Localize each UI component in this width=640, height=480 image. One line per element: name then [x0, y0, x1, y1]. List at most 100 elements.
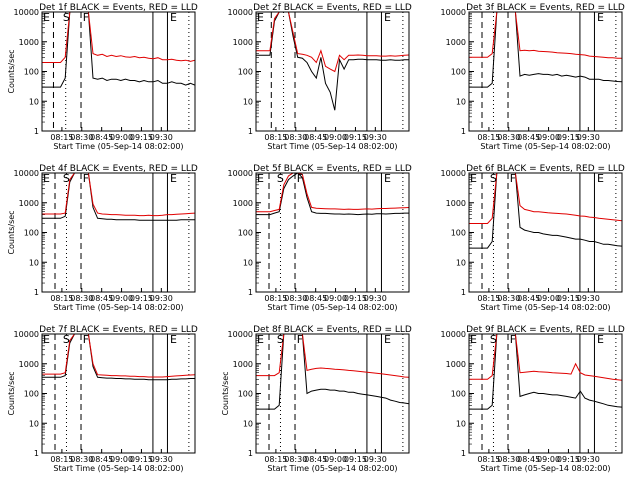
- y-tick-label: 1000: [233, 360, 253, 369]
- y-tick-label: 1: [248, 288, 253, 297]
- events-series-line: [42, 12, 195, 88]
- phase-marker-label: E: [384, 333, 391, 346]
- y-tick-label: 100: [451, 229, 466, 238]
- phase-marker-label: E: [597, 172, 604, 185]
- phase-marker-label: S: [277, 172, 284, 185]
- x-tick-label: 08:15: [477, 133, 500, 142]
- x-tick-label: 08:15: [50, 133, 73, 142]
- lld-series-line: [469, 334, 622, 381]
- x-tick-label: 09:00: [110, 455, 133, 464]
- phase-marker-label: E: [43, 333, 50, 346]
- x-axis-label: Start Time (05-Sep-14 08:02:00): [480, 464, 610, 473]
- x-tick-label: 09:30: [150, 133, 173, 142]
- x-tick-label: 09:15: [557, 133, 580, 142]
- x-axis-label: Start Time (05-Sep-14 08:02:00): [267, 303, 397, 312]
- y-tick-label: 1: [34, 288, 39, 297]
- x-tick-label: 08:30: [284, 133, 307, 142]
- x-tick-label: 08:15: [50, 294, 73, 303]
- y-tick-label: 10000: [441, 169, 466, 178]
- x-axis-label: Start Time (05-Sep-14 08:02:00): [267, 464, 397, 473]
- phase-marker-label: E: [43, 172, 50, 185]
- x-tick-label: 09:30: [577, 455, 600, 464]
- x-tick-label: 08:45: [517, 455, 540, 464]
- plot-frame: [468, 333, 623, 454]
- x-tick-label: 08:45: [90, 133, 113, 142]
- y-tick-label: 100: [451, 390, 466, 399]
- phase-marker-label: E: [384, 172, 391, 185]
- y-tick-label: 10000: [14, 8, 39, 17]
- y-tick-label: 10000: [228, 169, 253, 178]
- x-tick-label: 09:15: [557, 455, 580, 464]
- x-tick-label: 09:15: [130, 455, 153, 464]
- chart-panel: Det 1f BLACK = Events, RED = LLD 1 10 100 10…: [7, 3, 198, 151]
- phase-marker-label: E: [170, 333, 177, 346]
- x-tick-label: 09:30: [364, 455, 387, 464]
- plot-frame: [41, 333, 196, 454]
- x-tick-label: 08:45: [90, 455, 113, 464]
- y-tick-label: 1000: [233, 38, 253, 47]
- x-axis-label: Start Time (05-Sep-14 08:02:00): [53, 464, 183, 473]
- x-tick-label: 08:45: [90, 294, 113, 303]
- chart-title: Det 8f BLACK = Events, RED = LLD: [253, 325, 412, 335]
- x-tick-label: 08:30: [70, 294, 93, 303]
- y-tick-label: 100: [451, 68, 466, 77]
- events-series-line: [256, 334, 409, 410]
- chart-panel: Det 5f BLACK = Events, RED = LLD 1 10 100 10…: [228, 164, 412, 312]
- x-tick-label: 08:15: [264, 294, 287, 303]
- x-tick-label: 09:00: [537, 455, 560, 464]
- y-tick-label: 100: [24, 68, 39, 77]
- chart-title: Det 1f BLACK = Events, RED = LLD: [39, 3, 198, 13]
- x-tick-label: 09:30: [577, 294, 600, 303]
- x-tick-label: 08:15: [264, 133, 287, 142]
- plot-frame: [41, 11, 196, 132]
- chart-title: Det 4f BLACK = Events, RED = LLD: [39, 164, 198, 174]
- y-tick-label: 1: [34, 127, 39, 136]
- y-tick-label: 1: [461, 288, 466, 297]
- y-tick-label: 10: [456, 419, 466, 428]
- phase-marker-label: E: [470, 172, 477, 185]
- y-tick-label: 1000: [446, 360, 466, 369]
- phase-marker-label: F: [510, 172, 516, 185]
- chart-title: Det 6f BLACK = Events, RED = LLD: [466, 164, 625, 174]
- phase-marker-label: E: [170, 11, 177, 24]
- lld-series-line: [256, 334, 409, 378]
- phase-marker-label: F: [83, 333, 89, 346]
- phase-marker-label: S: [490, 333, 497, 346]
- x-tick-label: 09:00: [110, 133, 133, 142]
- chart-panel: Det 9f BLACK = Events, RED = LLD 1 10 100 10…: [441, 325, 625, 473]
- y-tick-label: 1: [461, 127, 466, 136]
- x-tick-label: 08:30: [497, 455, 520, 464]
- phase-marker-label: F: [83, 172, 89, 185]
- x-tick-label: 09:00: [324, 455, 347, 464]
- x-tick-label: 08:30: [497, 133, 520, 142]
- y-tick-label: 1000: [19, 38, 39, 47]
- events-series-line: [469, 334, 622, 410]
- y-tick-label: 10000: [228, 330, 253, 339]
- plot-frame: [255, 11, 410, 132]
- y-tick-label: 1000: [446, 199, 466, 208]
- x-tick-label: 08:30: [70, 133, 93, 142]
- y-axis-label: Counts/sec: [7, 210, 16, 254]
- phase-marker-label: S: [63, 11, 70, 24]
- phase-marker-label: F: [297, 172, 303, 185]
- phase-marker-label: E: [470, 333, 477, 346]
- x-tick-label: 09:00: [110, 294, 133, 303]
- plot-frame: [468, 11, 623, 132]
- x-tick-label: 09:30: [150, 455, 173, 464]
- y-tick-label: 100: [238, 229, 253, 238]
- plot-frame: [255, 172, 410, 293]
- x-tick-label: 09:30: [364, 294, 387, 303]
- y-tick-label: 10000: [14, 169, 39, 178]
- y-tick-label: 10: [456, 97, 466, 106]
- phase-marker-label: E: [597, 333, 604, 346]
- x-axis-label: Start Time (05-Sep-14 08:02:00): [480, 303, 610, 312]
- chart-panel: Det 6f BLACK = Events, RED = LLD 1 10 100 10…: [441, 164, 625, 312]
- y-tick-label: 10000: [441, 8, 466, 17]
- x-tick-label: 09:15: [344, 455, 367, 464]
- x-axis-label: Start Time (05-Sep-14 08:02:00): [53, 303, 183, 312]
- phase-marker-label: F: [297, 333, 303, 346]
- y-tick-label: 10: [243, 419, 253, 428]
- phase-marker-label: S: [63, 172, 70, 185]
- x-tick-label: 08:45: [304, 133, 327, 142]
